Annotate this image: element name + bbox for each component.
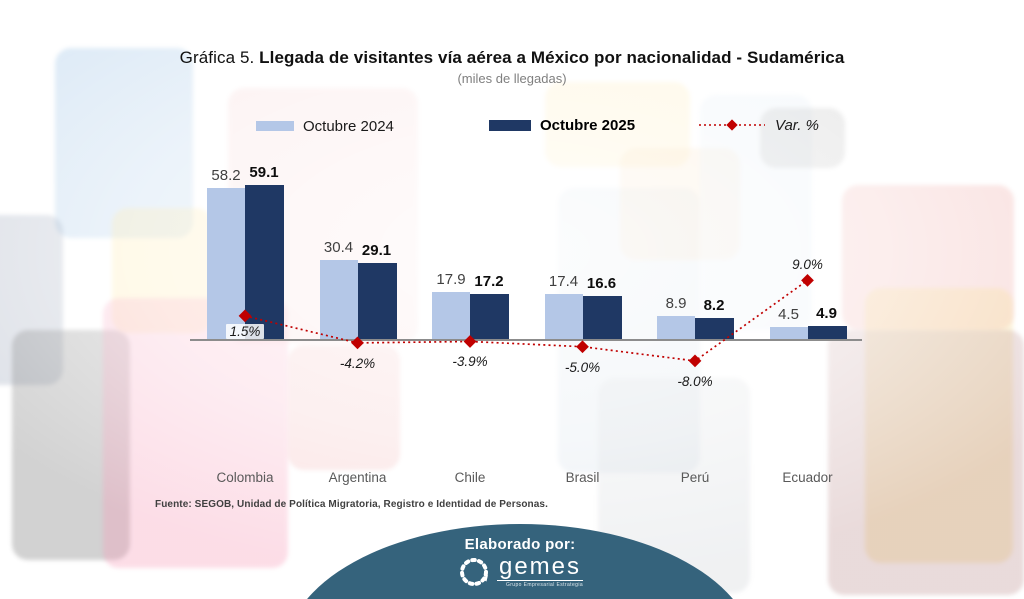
bar-2025-brasil	[582, 295, 622, 339]
value-label-2024-argentina: 30.4	[323, 238, 354, 256]
source-note: Fuente: SEGOB, Unidad de Política Migrat…	[155, 499, 548, 510]
value-label-2025-perú: 8.2	[703, 296, 725, 314]
value-label-2025-colombia: 59.1	[249, 164, 279, 182]
bar-2024-colombia	[207, 187, 245, 339]
var-label-colombia: 1.5%	[200, 323, 290, 339]
elaborado-por-label: Elaborado por:	[464, 536, 576, 553]
var-label-text: 1.5%	[225, 323, 265, 339]
var-label-chile: -3.9%	[452, 354, 488, 370]
chart-header: Gráfica 5. Llegada de visitantes vía aér…	[0, 48, 1024, 86]
category-label-colombia: Colombia	[216, 470, 274, 485]
bar-2024-argentina	[319, 259, 358, 339]
legend-item-var-pct: Var. %	[698, 116, 819, 134]
bar-2025-perú	[695, 317, 734, 339]
category-label-chile: Chile	[454, 470, 486, 485]
x-axis-line	[190, 339, 862, 341]
gemes-logo: gemes Grupo Empresarial Estrategia	[457, 553, 584, 589]
var-label-argentina: -4.2%	[339, 355, 376, 371]
var-line-icon	[699, 119, 765, 131]
legend-label-var: Var. %	[775, 116, 819, 134]
value-label-2025-chile: 17.2	[474, 273, 504, 291]
chart-title: Gráfica 5. Llegada de visitantes vía aér…	[0, 48, 1024, 68]
legend-swatch-2025	[489, 119, 531, 131]
value-label-2025-brasil: 16.6	[586, 274, 617, 292]
value-label-2025-ecuador: 4.9	[816, 305, 837, 323]
gemes-tagline: Grupo Empresarial Estrategia	[505, 582, 584, 588]
bar-2024-perú	[657, 315, 695, 339]
var-point-ecuador	[801, 273, 814, 287]
legend-swatch-2024	[256, 121, 294, 131]
var-point-perú	[688, 354, 702, 368]
gemes-wordmark-text: gemes	[496, 553, 584, 581]
bar-2025-colombia	[245, 185, 284, 339]
var-label-ecuador: 9.0%	[792, 257, 823, 273]
gemes-wordmark: gemes Grupo Empresarial Estrategia	[496, 553, 584, 588]
legend-label-2024: Octubre 2024	[303, 117, 394, 135]
bar-2024-brasil	[544, 293, 583, 339]
chart-title-main: Llegada de visitantes vía aérea a México…	[254, 48, 845, 67]
bar-2024-ecuador	[769, 327, 808, 339]
chart-subtitle: (miles de llegadas)	[457, 71, 567, 86]
bar-2025-ecuador	[807, 326, 847, 339]
legend-item-octubre-2025: Octubre 2025	[489, 116, 636, 134]
var-label-perú: -8.0%	[677, 373, 713, 389]
gemes-dotted-circle-icon	[459, 558, 488, 586]
chart-title-prefix: Gráfica 5.	[179, 48, 255, 67]
var-point-brasil	[576, 340, 589, 354]
bar-2024-chile	[432, 292, 470, 339]
category-label-brasil: Brasil	[565, 470, 600, 485]
legend-label-2025: Octubre 2025	[540, 116, 636, 134]
category-label-ecuador: Ecuador	[782, 470, 833, 485]
value-label-2025-argentina: 29.1	[361, 242, 392, 260]
category-label-perú: Perú	[680, 470, 710, 485]
legend-item-octubre-2024: Octubre 2024	[256, 117, 394, 135]
bar-2025-chile	[470, 294, 509, 339]
bar-2025-argentina	[357, 263, 397, 339]
value-label-2024-colombia: 58.2	[211, 166, 241, 184]
category-label-argentina: Argentina	[328, 470, 387, 485]
var-label-brasil: -5.0%	[564, 359, 601, 375]
